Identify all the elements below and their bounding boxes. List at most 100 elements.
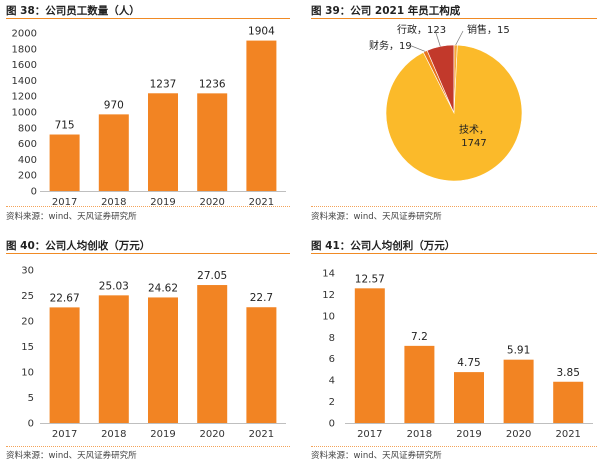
slice-label: 行政，123 bbox=[397, 23, 446, 36]
bar bbox=[148, 93, 178, 191]
title-rule bbox=[311, 253, 597, 254]
y-tick-label: 30 bbox=[21, 266, 34, 277]
data-label: 715 bbox=[55, 120, 75, 132]
pie-slice bbox=[385, 44, 523, 182]
y-tick-label: 10 bbox=[21, 368, 34, 379]
chart-title: 图 39：公司 2021 年员工构成 bbox=[311, 5, 461, 17]
x-tick-label: 2017 bbox=[357, 429, 382, 440]
x-tick-label: 2019 bbox=[150, 197, 175, 208]
data-label: 4.75 bbox=[457, 357, 480, 369]
y-tick-label: 2000 bbox=[12, 29, 37, 40]
x-tick-label: 2020 bbox=[199, 197, 224, 208]
bar bbox=[246, 40, 277, 191]
chart-title: 图 40：公司人均创收（万元） bbox=[6, 240, 151, 252]
data-label: 1904 bbox=[248, 26, 275, 38]
bar bbox=[49, 307, 80, 423]
slice-label: 财务，19 bbox=[369, 39, 412, 52]
data-label: 27.05 bbox=[197, 270, 227, 282]
bar bbox=[49, 134, 80, 191]
chart-title: 图 41：公司人均创利（万元） bbox=[311, 240, 456, 252]
y-tick-label: 800 bbox=[18, 123, 37, 134]
data-label: 22.7 bbox=[250, 292, 273, 304]
y-tick-label: 10 bbox=[322, 311, 335, 322]
source-divider bbox=[6, 206, 290, 207]
y-tick-label: 4 bbox=[329, 376, 335, 387]
x-tick-label: 2017 bbox=[52, 429, 77, 440]
panel-fig40: 图 40：公司人均创收（万元） 0 5 10 15 20 25 30 22.67 2017 25.… bbox=[6, 238, 290, 462]
source-note: 资料来源：wind、天风证券研究所 bbox=[6, 451, 137, 461]
data-label: 12.57 bbox=[355, 273, 385, 285]
y-tick-label: 400 bbox=[18, 155, 37, 166]
bar-chart-fig41: 0 2 4 6 8 10 12 14 12.57 2017 7.2 2018 4.75 2019 5.91 2… bbox=[322, 269, 593, 440]
source-divider bbox=[311, 206, 597, 207]
x-tick-label: 2018 bbox=[101, 429, 126, 440]
pie-chart-fig39: 财务，19 行政，123 销售，15 技术， 1747 bbox=[369, 23, 523, 182]
y-tick-label: 5 bbox=[28, 393, 34, 404]
data-label: 1236 bbox=[199, 78, 226, 90]
bar bbox=[197, 285, 228, 423]
y-tick-label: 20 bbox=[21, 317, 34, 328]
bar bbox=[404, 345, 435, 423]
source-note: 资料来源：wind、天风证券研究所 bbox=[6, 212, 137, 222]
x-tick-label: 2018 bbox=[101, 197, 126, 208]
x-tick-label: 2021 bbox=[555, 429, 580, 440]
y-tick-label: 15 bbox=[21, 342, 34, 353]
y-tick-label: 0 bbox=[31, 187, 37, 198]
leader-line bbox=[434, 29, 441, 47]
bar-chart-fig40: 0 5 10 15 20 25 30 22.67 2017 25.03 2018 24.62 2019 2… bbox=[21, 266, 286, 440]
data-label: 1237 bbox=[150, 78, 177, 90]
slice-label: 销售，15 bbox=[467, 23, 510, 36]
source-note: 资料来源：wind、天风证券研究所 bbox=[311, 212, 442, 222]
y-tick-label: 1600 bbox=[12, 60, 37, 71]
data-label: 3.85 bbox=[557, 367, 580, 379]
y-tick-label: 6 bbox=[329, 354, 335, 365]
data-label: 7.2 bbox=[411, 331, 428, 343]
bar bbox=[246, 307, 277, 423]
chart-title: 图 38：公司员工数量（人） bbox=[6, 5, 140, 17]
y-tick-label: 200 bbox=[18, 171, 37, 182]
title-rule bbox=[6, 18, 290, 19]
data-label: 24.62 bbox=[148, 282, 178, 294]
y-tick-label: 0 bbox=[329, 419, 335, 430]
source-note: 资料来源：wind、天风证券研究所 bbox=[311, 451, 442, 461]
y-tick-label: 2 bbox=[329, 397, 335, 408]
source-divider bbox=[6, 446, 290, 447]
x-tick-label: 2021 bbox=[249, 429, 274, 440]
title-rule bbox=[6, 253, 290, 254]
data-label: 22.67 bbox=[50, 292, 80, 304]
x-tick-label: 2020 bbox=[506, 429, 531, 440]
y-tick-label: 12 bbox=[322, 290, 335, 301]
y-tick-label: 25 bbox=[21, 291, 34, 302]
y-tick-label: 14 bbox=[322, 269, 335, 280]
y-tick-label: 1000 bbox=[12, 108, 37, 119]
bar bbox=[503, 359, 534, 423]
y-tick-label: 1800 bbox=[12, 44, 37, 55]
y-tick-label: 600 bbox=[18, 139, 37, 150]
data-label: 5.91 bbox=[507, 345, 530, 357]
panel-fig39: 图 39：公司 2021 年员工构成 财务，19 行政，123 销售，15 技术， 17… bbox=[311, 3, 597, 231]
bar bbox=[98, 295, 129, 423]
x-tick-label: 2018 bbox=[407, 429, 432, 440]
bar bbox=[197, 93, 228, 191]
panel-fig41: 图 41：公司人均创利（万元） 0 2 4 6 8 10 12 14 12.57 2017 7.2 2… bbox=[311, 238, 597, 462]
y-tick-label: 0 bbox=[28, 419, 34, 430]
x-tick-label: 2017 bbox=[52, 197, 77, 208]
leader-line bbox=[455, 30, 464, 46]
x-tick-label: 2021 bbox=[249, 197, 274, 208]
bar bbox=[354, 288, 385, 423]
title-rule bbox=[311, 18, 597, 19]
bar bbox=[553, 381, 584, 423]
bar bbox=[148, 297, 178, 423]
y-tick-label: 8 bbox=[329, 333, 335, 344]
x-tick-label: 2020 bbox=[199, 429, 224, 440]
x-tick-label: 2019 bbox=[150, 429, 175, 440]
data-label: 25.03 bbox=[99, 280, 129, 292]
bar bbox=[98, 114, 129, 191]
source-divider bbox=[311, 446, 597, 447]
bar-chart-fig38: 0 200 400 600 800 1000 1200 1400 1600 1800 2000 715… bbox=[12, 26, 286, 208]
leader-line bbox=[408, 44, 426, 52]
data-label: 970 bbox=[104, 99, 124, 111]
bar bbox=[454, 372, 484, 423]
panel-fig38: 图 38：公司员工数量（人） 0 200 400 600 800 1000 1200 1400… bbox=[6, 3, 290, 231]
slice-label: 技术， 1747 bbox=[459, 123, 489, 149]
